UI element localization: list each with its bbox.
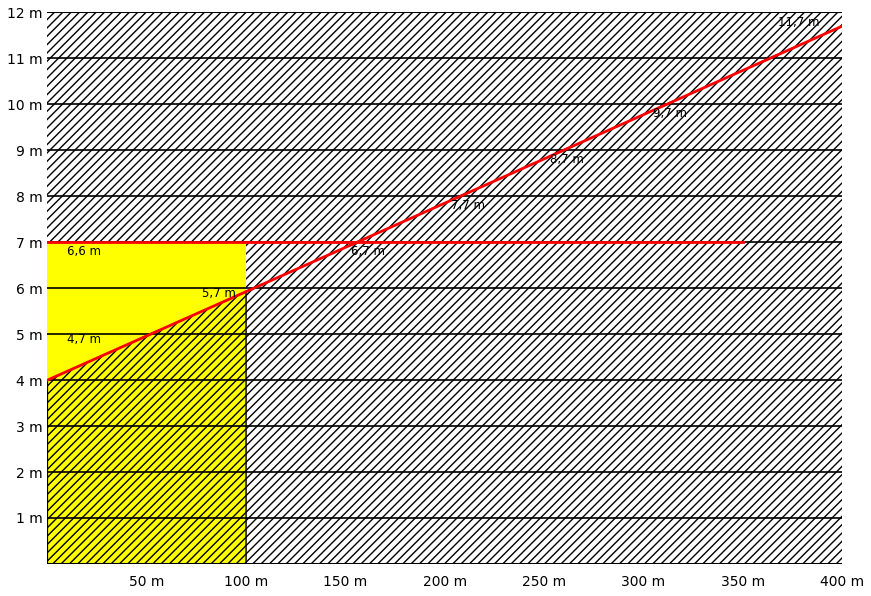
Bar: [47, 196, 842, 242]
Bar: [47, 242, 246, 564]
Text: 6,7 m: 6,7 m: [351, 246, 385, 258]
Bar: [47, 288, 842, 334]
Bar: [47, 13, 842, 58]
Bar: [47, 380, 842, 426]
Text: 5,7 m: 5,7 m: [202, 287, 236, 300]
Bar: [47, 58, 842, 104]
Bar: [47, 13, 842, 58]
Text: 9,7 m: 9,7 m: [653, 107, 687, 120]
Bar: [47, 288, 842, 334]
Bar: [47, 196, 842, 242]
Bar: [47, 472, 842, 518]
Text: 4,7 m: 4,7 m: [67, 333, 101, 346]
Bar: [47, 426, 842, 472]
Bar: [47, 104, 842, 150]
Bar: [47, 472, 842, 518]
Bar: [47, 518, 842, 564]
Text: 7,7 m: 7,7 m: [450, 200, 484, 212]
Bar: [47, 426, 842, 472]
Bar: [47, 104, 842, 150]
Bar: [47, 380, 842, 426]
Bar: [47, 518, 842, 564]
Text: 6,6 m: 6,6 m: [67, 246, 101, 258]
Bar: [47, 242, 842, 288]
Bar: [47, 334, 842, 380]
Bar: [47, 334, 842, 380]
Bar: [47, 150, 842, 196]
Bar: [47, 58, 842, 104]
Bar: [47, 242, 842, 288]
Bar: [47, 150, 842, 196]
Text: 11,7 m: 11,7 m: [779, 15, 820, 29]
Text: 8,7 m: 8,7 m: [550, 153, 584, 166]
